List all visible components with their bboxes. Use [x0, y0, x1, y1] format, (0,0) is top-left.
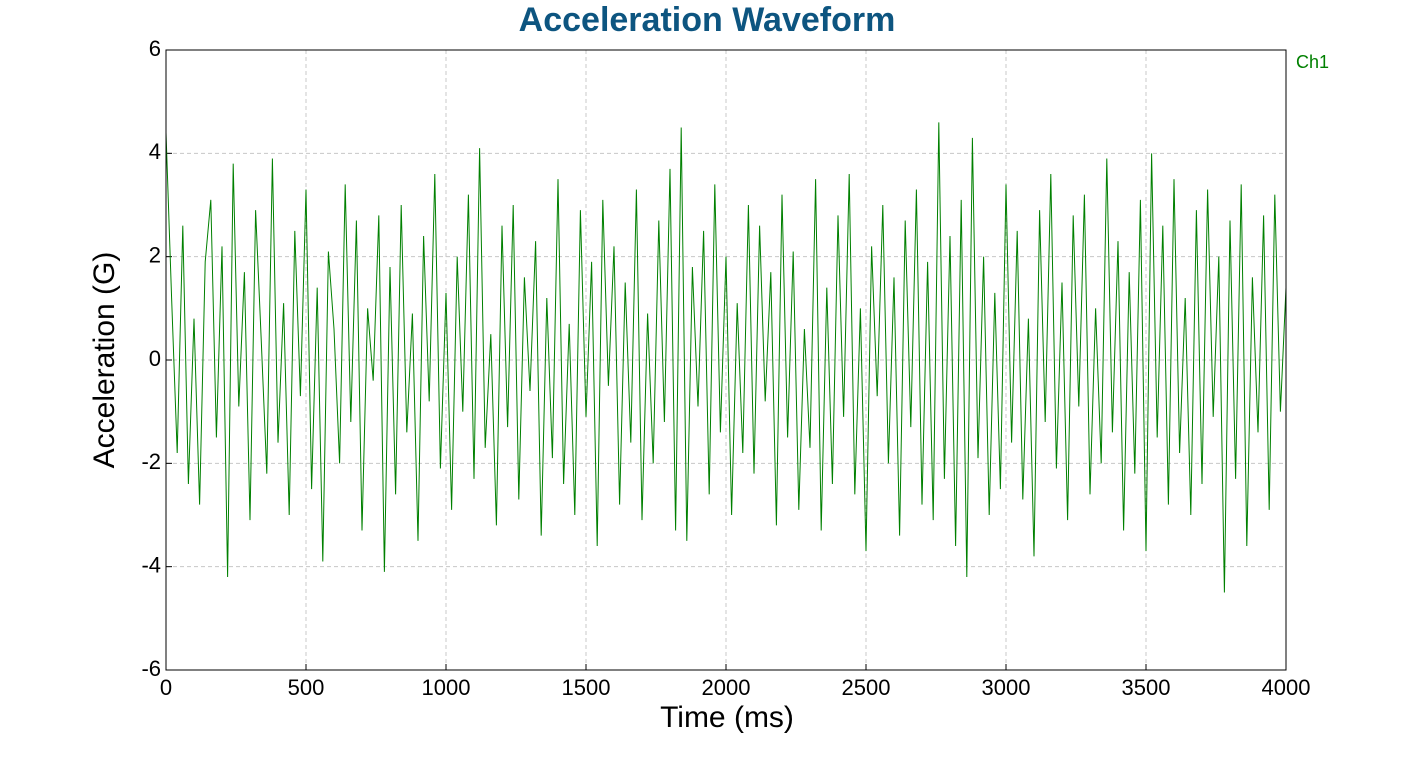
y-tick-label: 4 [149, 139, 161, 164]
x-tick-label: 2500 [842, 675, 891, 700]
plot-border [165, 49, 1287, 671]
x-tick-label: 500 [288, 675, 325, 700]
y-axis-label: Acceleration (G) [88, 252, 121, 469]
y-tick-label: -4 [141, 552, 161, 577]
x-tick-label: 1000 [422, 675, 471, 700]
y-tick-label: -6 [141, 656, 161, 681]
y-tick-label: 2 [149, 242, 161, 267]
legend-entry: Ch1 [1296, 52, 1329, 72]
data-line [165, 122, 1287, 593]
x-tick-label: 2000 [702, 675, 751, 700]
x-tick-label: 0 [160, 675, 172, 700]
y-tick-label: -2 [141, 449, 161, 474]
x-tick-label: 1500 [562, 675, 611, 700]
y-tick-label: 6 [149, 36, 161, 61]
x-tick-label: 3000 [982, 675, 1031, 700]
x-tick-label: 4000 [1262, 675, 1311, 700]
y-tick-label: 0 [149, 346, 161, 371]
x-axis-label: Time (ms) [660, 701, 794, 734]
chart-title: Acceleration Waveform [519, 1, 896, 39]
x-tick-label: 3500 [1122, 675, 1171, 700]
